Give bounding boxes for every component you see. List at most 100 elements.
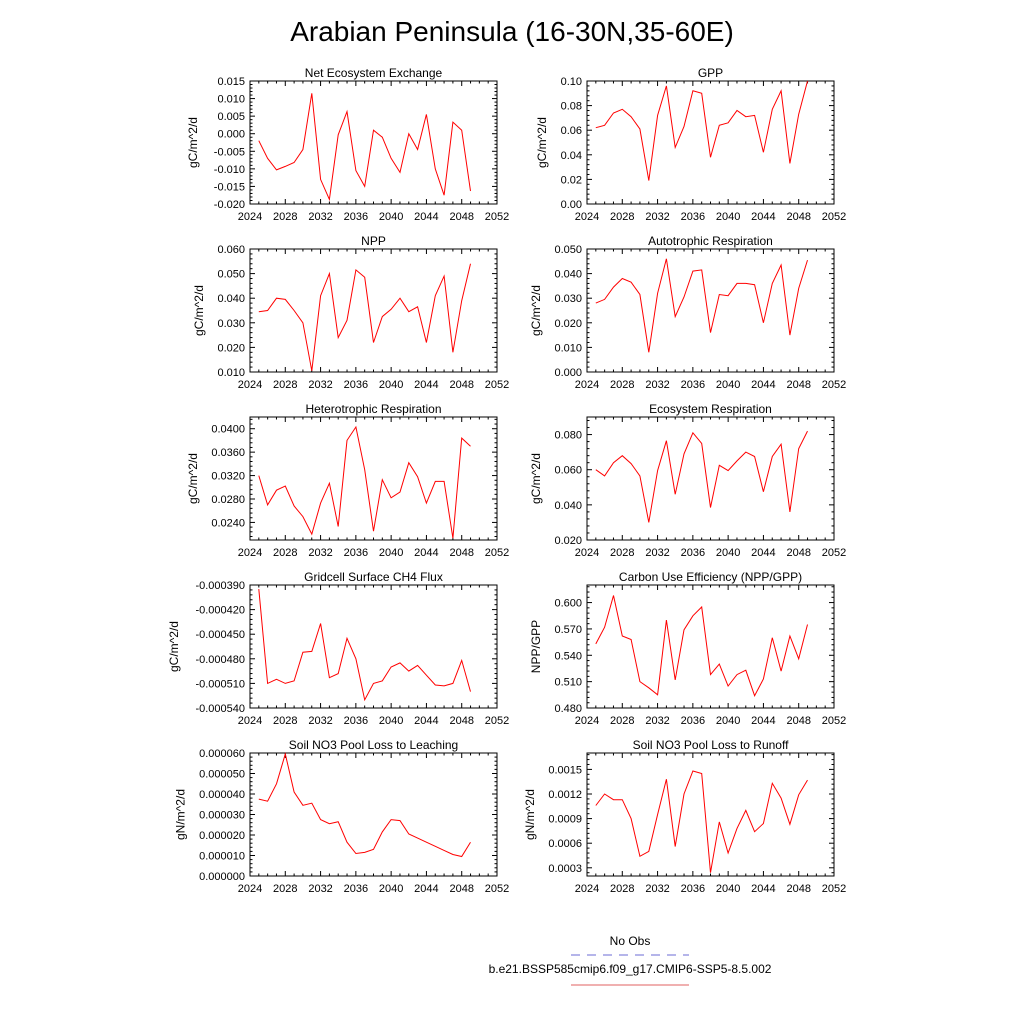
panel-frame: [586, 752, 835, 877]
x-tick-label: 2052: [822, 715, 846, 727]
x-tick-label: 2032: [308, 211, 332, 223]
panel-8: Carbon Use Efficiency (NPP/GPP) 2024 2028 2…: [529, 570, 846, 727]
x-tick-label: 2052: [485, 715, 509, 727]
y-tick-label: 0.0009: [548, 814, 582, 826]
x-tick-label: 2024: [575, 547, 599, 559]
x-tick-label: 2028: [273, 379, 297, 391]
y-axis-label: gC/m^2/d: [186, 117, 200, 168]
y-tick-label: 0.08: [561, 101, 582, 113]
panel-frame: [249, 80, 498, 205]
y-tick-label: -0.000510: [195, 678, 245, 690]
x-tick-label: 2048: [449, 379, 473, 391]
y-tick-label: -0.000420: [195, 605, 245, 617]
panel-4: Autotrophic Respiration 2024 2028 2032 2036 2…: [529, 234, 846, 391]
y-tick-label: 0.040: [554, 269, 582, 281]
x-tick-label: 2052: [822, 883, 846, 895]
y-tick-label: 0.040: [217, 293, 245, 305]
x-tick-label: 2044: [414, 547, 438, 559]
y-tick-label: 0.0400: [211, 424, 245, 436]
y-tick-label: 0.0006: [548, 838, 582, 850]
legend-label-model: b.e21.BSSP585cmip6.f09_g17.CMIP6-SSP5-8.…: [489, 962, 772, 976]
x-tick-label: 2052: [485, 547, 509, 559]
y-axis-label: gC/m^2/d: [529, 453, 543, 504]
x-tick-label: 2028: [610, 547, 634, 559]
panel-frame: [249, 416, 498, 541]
x-tick-label: 2040: [716, 715, 740, 727]
series-line: [258, 589, 471, 702]
x-tick-label: 2044: [414, 211, 438, 223]
panel-9: Soil NO3 Pool Loss to Leaching 2024 2028 20…: [173, 738, 509, 895]
x-tick-label: 2048: [449, 715, 473, 727]
panel-6: Ecosystem Respiration 2024 2028 2032 2036 204…: [529, 402, 846, 559]
y-tick-label: 0.04: [561, 150, 582, 162]
panel-frame: [249, 584, 498, 709]
x-tick-label: 2032: [308, 883, 332, 895]
y-axis-label: gC/m^2/d: [186, 453, 200, 504]
y-tick-label: 0.0360: [211, 447, 245, 459]
legend: No Obs b.e21.BSSP585cmip6.f09_g17.CMIP6-…: [489, 934, 772, 986]
x-tick-label: 2036: [681, 379, 705, 391]
y-tick-label: 0.000020: [199, 830, 245, 842]
x-tick-label: 2024: [575, 211, 599, 223]
panel-grid: Net Ecosystem Exchange 2024 2028 2032 2036 20…: [167, 66, 846, 895]
y-tick-label: 0.0012: [548, 789, 582, 801]
x-tick-label: 2052: [485, 211, 509, 223]
panel-title: Soil NO3 Pool Loss to Runoff: [633, 738, 790, 752]
x-tick-label: 2048: [786, 883, 810, 895]
y-tick-label: -0.015: [214, 181, 245, 193]
y-tick-label: 0.0280: [211, 494, 245, 506]
panel-frame: [586, 80, 835, 205]
y-tick-label: 0.040: [554, 500, 582, 512]
y-tick-label: 0.030: [217, 318, 245, 330]
x-tick-label: 2024: [238, 211, 262, 223]
y-tick-label: 0.0015: [548, 764, 582, 776]
panel-title: Heterotrophic Respiration: [305, 402, 441, 416]
y-tick-label: 0.020: [217, 342, 245, 354]
x-tick-label: 2028: [273, 547, 297, 559]
x-tick-label: 2040: [379, 379, 403, 391]
x-tick-label: 2028: [610, 379, 634, 391]
x-tick-label: 2048: [786, 379, 810, 391]
y-tick-label: 0.000060: [199, 748, 245, 760]
x-tick-label: 2044: [414, 715, 438, 727]
y-tick-label: 0.005: [217, 111, 245, 123]
x-tick-label: 2052: [822, 547, 846, 559]
y-tick-label: -0.020: [214, 199, 245, 211]
x-tick-label: 2036: [681, 547, 705, 559]
x-tick-label: 2040: [379, 547, 403, 559]
y-tick-label: 0.060: [554, 465, 582, 477]
x-tick-label: 2044: [414, 379, 438, 391]
y-tick-label: 0.600: [554, 598, 582, 610]
y-tick-label: 0.10: [561, 76, 582, 88]
panel-frame: [249, 752, 498, 877]
series-line: [595, 595, 808, 697]
series-line: [258, 93, 471, 202]
x-tick-label: 2036: [681, 211, 705, 223]
x-tick-label: 2040: [716, 547, 740, 559]
y-tick-label: 0.020: [554, 535, 582, 547]
figure-title: Arabian Peninsula (16-30N,35-60E): [290, 16, 734, 47]
series-line: [595, 258, 808, 353]
panel-title: GPP: [698, 66, 723, 80]
series-line: [595, 430, 808, 523]
series-line: [258, 752, 471, 858]
panel-5: Heterotrophic Respiration 2024 2028 2032 203…: [186, 402, 509, 559]
y-axis-label: gC/m^2/d: [192, 285, 206, 336]
y-tick-label: 0.010: [217, 367, 245, 379]
panel-title: Autotrophic Respiration: [648, 234, 773, 248]
x-tick-label: 2028: [273, 715, 297, 727]
y-axis-label: gN/m^2/d: [173, 789, 187, 840]
x-tick-label: 2024: [238, 883, 262, 895]
x-tick-label: 2036: [681, 715, 705, 727]
x-tick-label: 2032: [308, 547, 332, 559]
x-tick-label: 2028: [273, 883, 297, 895]
x-tick-label: 2044: [751, 547, 775, 559]
y-tick-label: 0.010: [554, 342, 582, 354]
x-tick-label: 2036: [344, 379, 368, 391]
panel-frame: [586, 248, 835, 373]
x-tick-label: 2028: [610, 715, 634, 727]
panel-title: Soil NO3 Pool Loss to Leaching: [289, 738, 458, 752]
y-tick-label: 0.00: [561, 199, 582, 211]
y-tick-label: 0.540: [554, 650, 582, 662]
